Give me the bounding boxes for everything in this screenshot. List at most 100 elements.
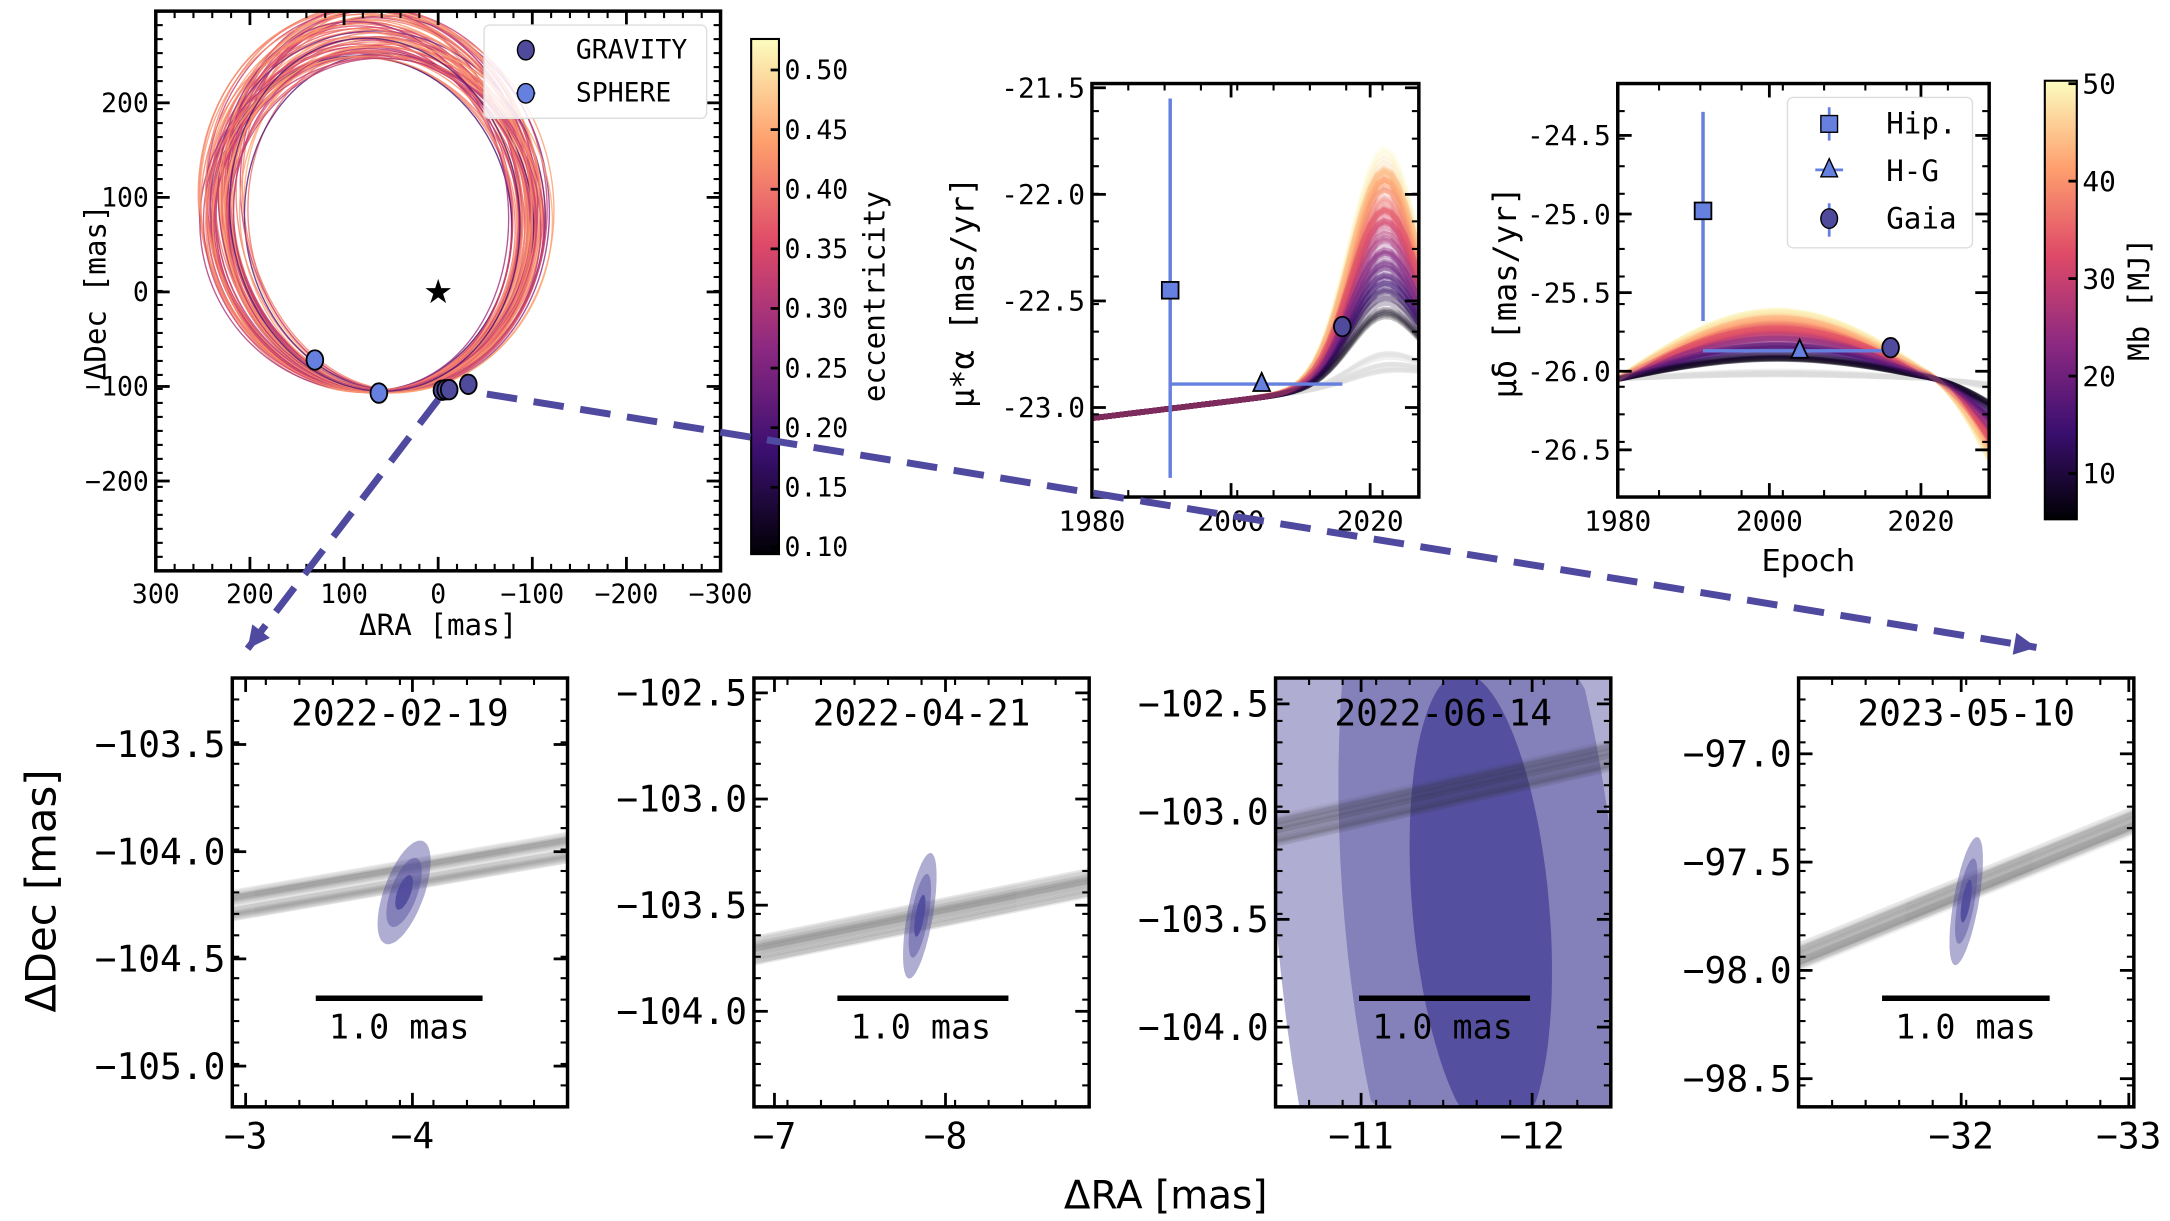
hg-triangle-marker <box>1251 370 1272 392</box>
orbit-track <box>1275 756 1611 839</box>
orbit-track <box>228 37 521 393</box>
model-curve <box>1091 367 1419 421</box>
zoom-arrow <box>486 390 2038 651</box>
model-curve <box>1091 171 1419 421</box>
model-curve <box>1617 316 1990 451</box>
orbit-track <box>204 11 541 393</box>
model-curve <box>1091 206 1419 421</box>
model-curve <box>1091 205 1419 421</box>
orbit-track <box>232 851 568 916</box>
legend-label: Gaia <box>1886 201 1956 235</box>
x-tick-label: 1980 <box>1584 504 1651 537</box>
pm_dec-axes: 1980 2000 2020 -24.5 -25.0 -25.5 -26.0 -26.5 <box>1527 81 1991 537</box>
model-curve <box>1091 179 1419 421</box>
measurement-ellipse-1sigma <box>914 894 926 937</box>
model-curve <box>1091 352 1419 421</box>
model-curve <box>1617 308 1990 460</box>
x-tick-label: −200 <box>595 579 659 610</box>
pm_ra-frame <box>1090 81 1421 499</box>
x-axis-label: ΔRA [mas] <box>359 608 517 642</box>
x-tick-label: −300 <box>689 579 753 610</box>
model-curve <box>1091 294 1419 421</box>
model-curve <box>1617 323 1990 444</box>
model-curve <box>1617 308 1990 461</box>
model-curve <box>1091 272 1419 421</box>
model-curve <box>1617 336 1990 429</box>
model-curve <box>1617 356 1990 406</box>
colorbar-gradient <box>750 37 781 556</box>
model-curve <box>1091 261 1419 421</box>
model-curve <box>1091 260 1419 421</box>
pm_ra-plot-area <box>1091 98 1419 478</box>
pm-legend: Hip. H-G Gaia <box>1786 96 1974 249</box>
orbit-track <box>1275 751 1611 834</box>
model-curve <box>1091 361 1419 421</box>
x-tick-label: −100 <box>500 579 564 610</box>
model-curve <box>1091 256 1419 421</box>
model-curve <box>1617 317 1990 450</box>
orbit-track <box>232 835 568 901</box>
y-tick-label: −103.5 <box>95 723 226 766</box>
model-curve <box>1091 187 1419 421</box>
legend-label: GRAVITY <box>576 34 687 65</box>
model-curve <box>1091 149 1419 421</box>
model-curve <box>1617 373 1990 386</box>
colorbar-tick-label: 0.20 <box>785 413 849 444</box>
x-tick-label: 2000 <box>1736 504 1803 537</box>
model-curve <box>1091 167 1419 421</box>
model-curve <box>1617 372 1990 387</box>
y-tick-label: −98.0 <box>1683 949 1792 992</box>
y-tick-label: −102.5 <box>616 672 747 715</box>
hip-square-icon <box>1820 114 1839 133</box>
colorbar-tick-label: 0.45 <box>785 115 849 146</box>
model-curve <box>1091 299 1419 421</box>
y-axis-label: ΔDec [mas] <box>79 204 113 380</box>
epoch1-frame <box>230 676 570 1109</box>
model-curve <box>1617 341 1990 423</box>
model-curve <box>1091 351 1419 421</box>
model-curve <box>1091 227 1419 421</box>
orbit-track <box>232 837 568 903</box>
model-curve <box>1617 321 1990 446</box>
model-curve <box>1617 371 1990 388</box>
hip-square-marker <box>1160 281 1180 300</box>
orbit-track <box>1275 742 1611 825</box>
y-tick-label: −104.0 <box>1138 1006 1269 1049</box>
y-tick-label: −100 <box>85 372 149 403</box>
model-curve <box>1617 356 1990 406</box>
orbit-track <box>222 42 554 394</box>
orbit-track <box>232 831 568 897</box>
model-curve <box>1091 295 1419 421</box>
epoch2-plot-area <box>753 853 1090 979</box>
sphere-point <box>369 382 389 404</box>
model-curve <box>1091 160 1419 421</box>
model-curve <box>1091 168 1419 421</box>
orbit-track <box>1275 741 1611 824</box>
model-curve <box>1617 322 1990 444</box>
model-curve <box>1617 328 1990 438</box>
legend-label: H-G <box>1886 154 1939 188</box>
model-curve <box>1091 309 1419 421</box>
orbit-track <box>1798 809 2134 952</box>
model-curve <box>1617 371 1990 389</box>
scale-bar-label: 1.0 mas <box>1895 1008 2036 1047</box>
pm_dec-plot-area <box>1617 111 1990 462</box>
x-tick-label: 2020 <box>1887 504 1954 537</box>
model-curve <box>1091 217 1419 421</box>
colorbar-tick-label: 0.25 <box>785 353 849 384</box>
model-curve <box>1617 312 1990 456</box>
bottom-ylabel: ΔDec [mas] <box>17 769 66 1012</box>
orbit-track <box>1275 743 1611 826</box>
model-curve <box>1091 311 1419 421</box>
colorbar-tick-label: 30 <box>2082 262 2116 295</box>
y-tick-label: −102.5 <box>1138 683 1269 726</box>
star-icon: ★ <box>423 272 453 311</box>
colorbar-tick-label: 0.15 <box>785 473 849 504</box>
y-tick-label: −104.0 <box>616 990 747 1033</box>
gaia-circle-marker <box>1881 337 1900 359</box>
y-axis-label: μ*α [mas/yr] <box>944 177 982 408</box>
gaia-circle-icon <box>1820 208 1839 230</box>
orbit-track <box>1275 752 1611 835</box>
colorbar-tick-label: 0.40 <box>785 174 849 205</box>
